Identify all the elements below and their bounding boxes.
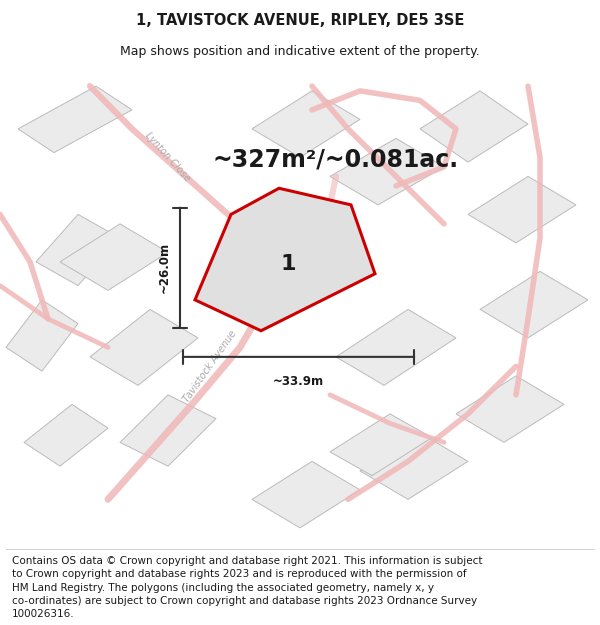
Polygon shape — [456, 376, 564, 442]
Text: 1: 1 — [280, 254, 296, 274]
Polygon shape — [480, 271, 588, 338]
Polygon shape — [24, 404, 108, 466]
Polygon shape — [468, 176, 576, 243]
Polygon shape — [120, 395, 216, 466]
Polygon shape — [360, 433, 468, 499]
Polygon shape — [90, 309, 198, 386]
Polygon shape — [420, 91, 528, 162]
Polygon shape — [6, 300, 78, 371]
Text: Map shows position and indicative extent of the property.: Map shows position and indicative extent… — [120, 45, 480, 58]
Text: Contains OS data © Crown copyright and database right 2021. This information is : Contains OS data © Crown copyright and d… — [12, 556, 482, 619]
Text: 1, TAVISTOCK AVENUE, RIPLEY, DE5 3SE: 1, TAVISTOCK AVENUE, RIPLEY, DE5 3SE — [136, 12, 464, 28]
Polygon shape — [195, 188, 375, 331]
Polygon shape — [36, 214, 120, 286]
Text: ~26.0m: ~26.0m — [158, 242, 171, 293]
Polygon shape — [330, 138, 444, 205]
Polygon shape — [18, 86, 132, 152]
Polygon shape — [330, 414, 432, 476]
Text: Tavistock Avenue: Tavistock Avenue — [181, 329, 239, 404]
Text: ~327m²/~0.081ac.: ~327m²/~0.081ac. — [213, 148, 459, 172]
Text: Lynton Close: Lynton Close — [143, 131, 193, 184]
Polygon shape — [252, 91, 360, 158]
Polygon shape — [252, 461, 360, 528]
Polygon shape — [336, 309, 456, 386]
Text: ~33.9m: ~33.9m — [273, 375, 324, 388]
Polygon shape — [60, 224, 168, 291]
